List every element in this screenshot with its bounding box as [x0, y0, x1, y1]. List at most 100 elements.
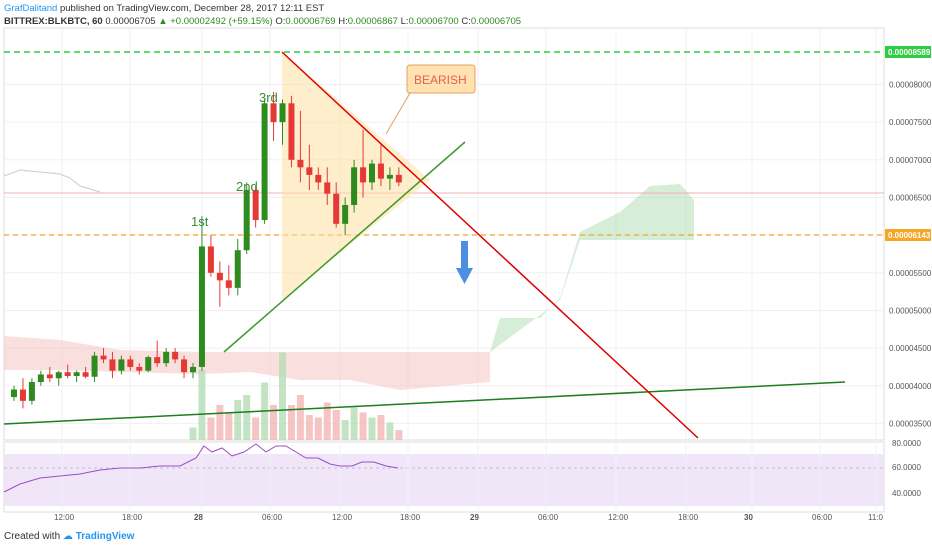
candle-body: [19, 389, 26, 401]
y-tick-label: 0.00006500: [889, 193, 932, 202]
candle-body: [207, 246, 214, 273]
candle-body: [82, 372, 89, 377]
candle-body: [225, 280, 232, 288]
volume-bar: [207, 417, 215, 440]
tradingview-logo-icon: ☁: [62, 531, 73, 542]
candle-body: [28, 382, 35, 401]
volume-bar: [350, 407, 358, 440]
x-tick-label: 06:00: [812, 513, 833, 522]
volume-bar: [377, 415, 385, 440]
candle-body: [64, 372, 71, 376]
price-box-top: [885, 46, 931, 58]
wave-label-2nd: 2nd: [236, 179, 258, 194]
candle-body: [270, 103, 277, 123]
price-box-mid-label: 0.00006143: [888, 231, 931, 240]
candle-body: [315, 174, 322, 183]
x-tick-label: 30: [744, 513, 753, 522]
candle-body: [154, 357, 161, 364]
volume-bar: [216, 405, 224, 440]
published-text: published on TradingView.com, December 2…: [59, 3, 325, 14]
candle-body: [216, 272, 223, 281]
y-tick-label: 0.00005500: [889, 269, 932, 278]
volume-bar: [323, 402, 331, 440]
candle-body: [198, 246, 205, 367]
author-link[interactable]: GrafDalitand: [4, 3, 58, 14]
volume-bar: [279, 352, 286, 440]
x-tick-label: 12:00: [608, 513, 629, 522]
volume-bar: [189, 427, 197, 440]
volume-bar: [296, 395, 304, 440]
created-text: Created with: [4, 531, 61, 542]
volume-bar: [243, 395, 251, 440]
candle-body: [181, 359, 188, 373]
candle-body: [46, 374, 53, 379]
y-tick-label: 0.00003500: [889, 419, 932, 428]
rsi-band: [4, 454, 884, 506]
bearish-callout-pointer: [385, 92, 411, 135]
chikou-span-line: [3, 169, 101, 193]
candle-body: [297, 159, 304, 168]
falling-trend-line: [281, 51, 699, 439]
candle-body: [234, 250, 241, 288]
wave-label-1st: 1st: [191, 214, 209, 229]
volume-bar: [395, 430, 403, 440]
volume-bar: [332, 410, 340, 440]
x-tick-label: 06:00: [262, 513, 283, 522]
rsi-tick-label: 40.0000: [892, 489, 921, 498]
candle-body: [360, 167, 367, 183]
candle-body: [163, 351, 170, 364]
candle-body: [342, 205, 349, 224]
candle-body: [386, 174, 393, 179]
x-tick-label: 12:00: [332, 513, 353, 522]
candle-body: [91, 355, 98, 377]
candle-body: [324, 182, 331, 194]
y-tick-label: 0.00004500: [889, 344, 932, 353]
long-trend-line: [3, 381, 846, 425]
x-tick-label: 18:00: [122, 513, 143, 522]
volume-bar: [287, 405, 295, 440]
x-tick-label: 29: [470, 513, 479, 522]
candle-body: [73, 372, 80, 376]
candle-body: [172, 351, 179, 360]
candle-body: [127, 359, 134, 367]
volume-bar: [368, 417, 376, 440]
volume-bar: [234, 400, 242, 440]
candle-body: [369, 163, 375, 183]
down-arrow-shaft: [461, 241, 468, 269]
candle-body: [252, 189, 259, 221]
volume-bar: [305, 415, 313, 440]
candle-body: [109, 359, 116, 371]
ichimoku-cloud-green: [490, 184, 694, 352]
x-tick-label: 18:00: [400, 513, 421, 522]
candle-body: [190, 366, 196, 373]
candle-body: [261, 103, 268, 221]
y-tick-label: 0.00004000: [889, 382, 932, 391]
candle-body: [279, 103, 286, 123]
volume-bar: [341, 420, 349, 440]
main-pane: [3, 27, 885, 441]
y-tick-label: 0.00008000: [889, 80, 932, 89]
volume-bar: [386, 422, 394, 440]
candle-body: [243, 189, 250, 251]
x-tick-label: 12:00: [54, 513, 75, 522]
candle-body: [100, 355, 107, 360]
candle-body: [306, 167, 313, 175]
candle-body: [395, 174, 402, 183]
price-box-top-label: 0.00008589: [888, 48, 931, 57]
candle-body: [377, 163, 384, 179]
low-value: 0.00006700: [408, 16, 459, 27]
tradingview-brand[interactable]: TradingView: [75, 531, 135, 542]
volume-bar: [198, 370, 206, 440]
ichimoku-cloud-red: [4, 336, 490, 390]
close-value: 0.00006705: [470, 16, 522, 27]
x-tick-label: 06:00: [538, 513, 559, 522]
candle-body: [118, 359, 125, 371]
symbol-label: BITTREX:BLKBTC, 60: [4, 16, 103, 27]
wave-label-3rd: 3rd: [259, 90, 278, 105]
candle-body: [288, 103, 295, 160]
bearish-callout-box: [406, 64, 476, 94]
rising-trend-line: [223, 141, 466, 353]
candle-body: [333, 193, 340, 224]
